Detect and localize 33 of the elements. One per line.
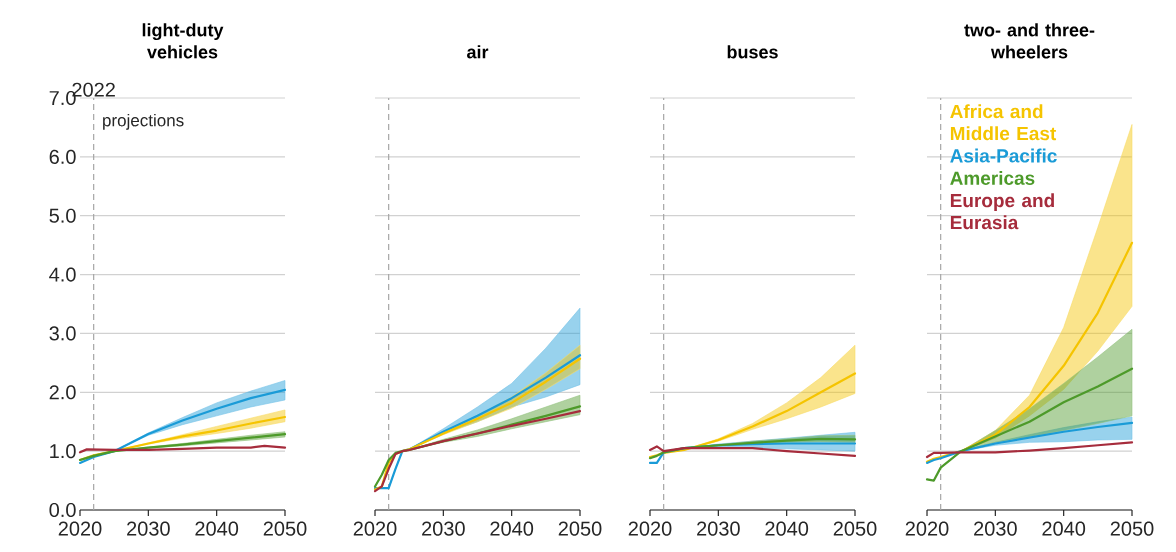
x-tick-label: 2050 — [1110, 521, 1154, 536]
y-tick-label: 6.0 — [49, 149, 76, 164]
x-tick-label: 2040 — [1042, 521, 1086, 536]
x-tick-label: 2030 — [697, 521, 740, 536]
x-tick-label: 2040 — [195, 521, 239, 536]
x-tick-label: 2020 — [58, 521, 102, 536]
x-tick-label: 2030 — [127, 521, 170, 536]
line-series — [78, 444, 287, 454]
text: Asia-Pacific — [950, 148, 1057, 163]
x-tick-label: 2040 — [765, 521, 809, 536]
text: Africa and Middle East — [950, 104, 1057, 141]
y-tick-label: 3.0 — [49, 326, 76, 341]
chart-title: air — [467, 45, 489, 59]
text: Europe and Eurasia — [950, 193, 1054, 230]
x-tick-label: 2050 — [558, 521, 602, 536]
x-tick-label: 2030 — [422, 521, 465, 536]
x-tick-label: 2020 — [905, 521, 949, 536]
x-tick-label: 2050 — [833, 521, 877, 536]
y-tick-label: 0.0 — [49, 502, 76, 518]
y-tick-label: 2.0 — [49, 385, 76, 400]
x-tick-label: 2020 — [353, 521, 397, 536]
chart-title: light-duty vehicles — [142, 23, 224, 59]
annotation: projections — [103, 113, 184, 130]
chart-title: buses — [727, 45, 778, 59]
x-tick-label: 2040 — [490, 521, 534, 536]
y-tick-label: 4.0 — [49, 267, 76, 282]
x-tick-label: 2050 — [263, 521, 307, 536]
y-tick-label: 1.0 — [50, 444, 76, 459]
text: Americas — [950, 170, 1035, 185]
chart-title: two- and three-wheelers — [964, 23, 1095, 59]
x-tick-label: 2030 — [974, 521, 1017, 536]
x-tick-label: 2020 — [628, 521, 672, 536]
y-tick-label: 5.0 — [49, 208, 76, 223]
